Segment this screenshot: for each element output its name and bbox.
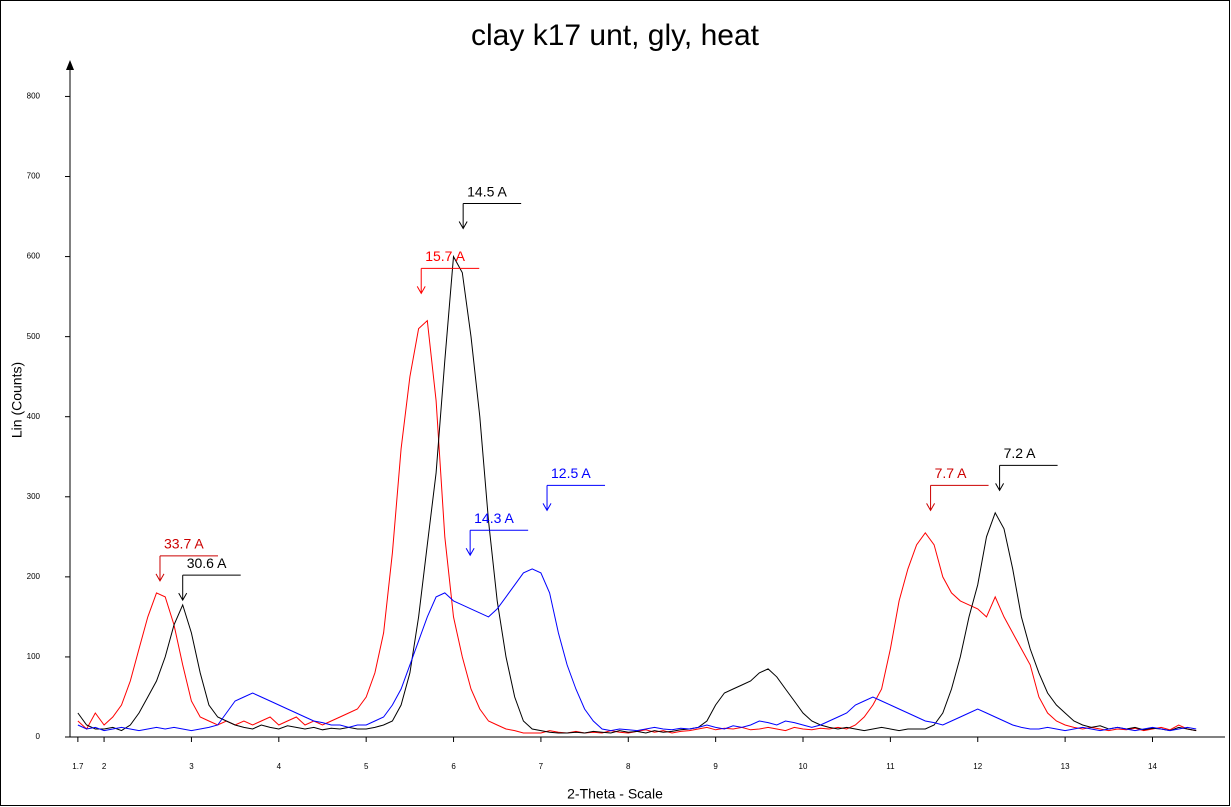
annotation-label: 7.7 A (935, 465, 968, 481)
chart-title: clay k17 unt, gly, heat (471, 19, 760, 52)
annotation-arrow (178, 574, 241, 602)
annotation-label: 15.7 A (425, 248, 465, 264)
y-tick-label: 200 (27, 572, 41, 581)
x-tick-label: 12 (973, 762, 982, 771)
annotation-arrow (458, 203, 522, 230)
annotation-label: 14.3 A (474, 510, 514, 526)
y-axis-label: Lin (Counts) (9, 362, 25, 438)
y-tick-label: 400 (27, 412, 41, 421)
x-tick-label: 4 (277, 762, 282, 771)
x-tick-label: 1.7 (72, 762, 84, 771)
y-tick-label: 800 (27, 92, 41, 101)
x-tick-label: 8 (626, 762, 631, 771)
y-tick-label: 100 (27, 652, 41, 661)
x-tick-label: 9 (713, 762, 718, 771)
annotation-arrow (465, 529, 529, 557)
x-tick-label: 2 (102, 762, 107, 771)
y-tick-label: 600 (27, 252, 41, 261)
x-tick-label: 7 (539, 762, 544, 771)
x-axis-label: 2-Theta - Scale (567, 786, 663, 802)
annotation-arrow (416, 267, 480, 295)
y-tick-label: 700 (27, 172, 41, 181)
annotation-arrow (995, 464, 1058, 492)
series-line (77, 568, 1197, 732)
annotation-label: 7.2 A (1004, 445, 1037, 461)
x-tick-label: 5 (364, 762, 369, 771)
x-tick-label: 6 (451, 762, 456, 771)
annotation-label: 12.5 A (551, 465, 591, 481)
series-line (77, 254, 1197, 734)
y-tick-label: 300 (27, 492, 41, 501)
annotation-arrow (542, 484, 606, 512)
y-tick-label: 500 (27, 332, 41, 341)
y-tick-label: 0 (36, 732, 41, 741)
x-tick-label: 14 (1148, 762, 1157, 771)
x-tick-label: 13 (1061, 762, 1070, 771)
x-tick-label: 10 (799, 762, 808, 771)
y-axis-arrow (66, 60, 74, 70)
annotation-label: 14.5 A (467, 183, 507, 199)
annotation-label: 33.7 A (164, 536, 204, 552)
x-tick-label: 3 (189, 762, 194, 771)
x-tick-label: 11 (886, 762, 895, 771)
annotation-label: 30.6 A (187, 555, 227, 571)
annotation-arrow (155, 555, 218, 582)
annotation-arrow (926, 484, 989, 512)
